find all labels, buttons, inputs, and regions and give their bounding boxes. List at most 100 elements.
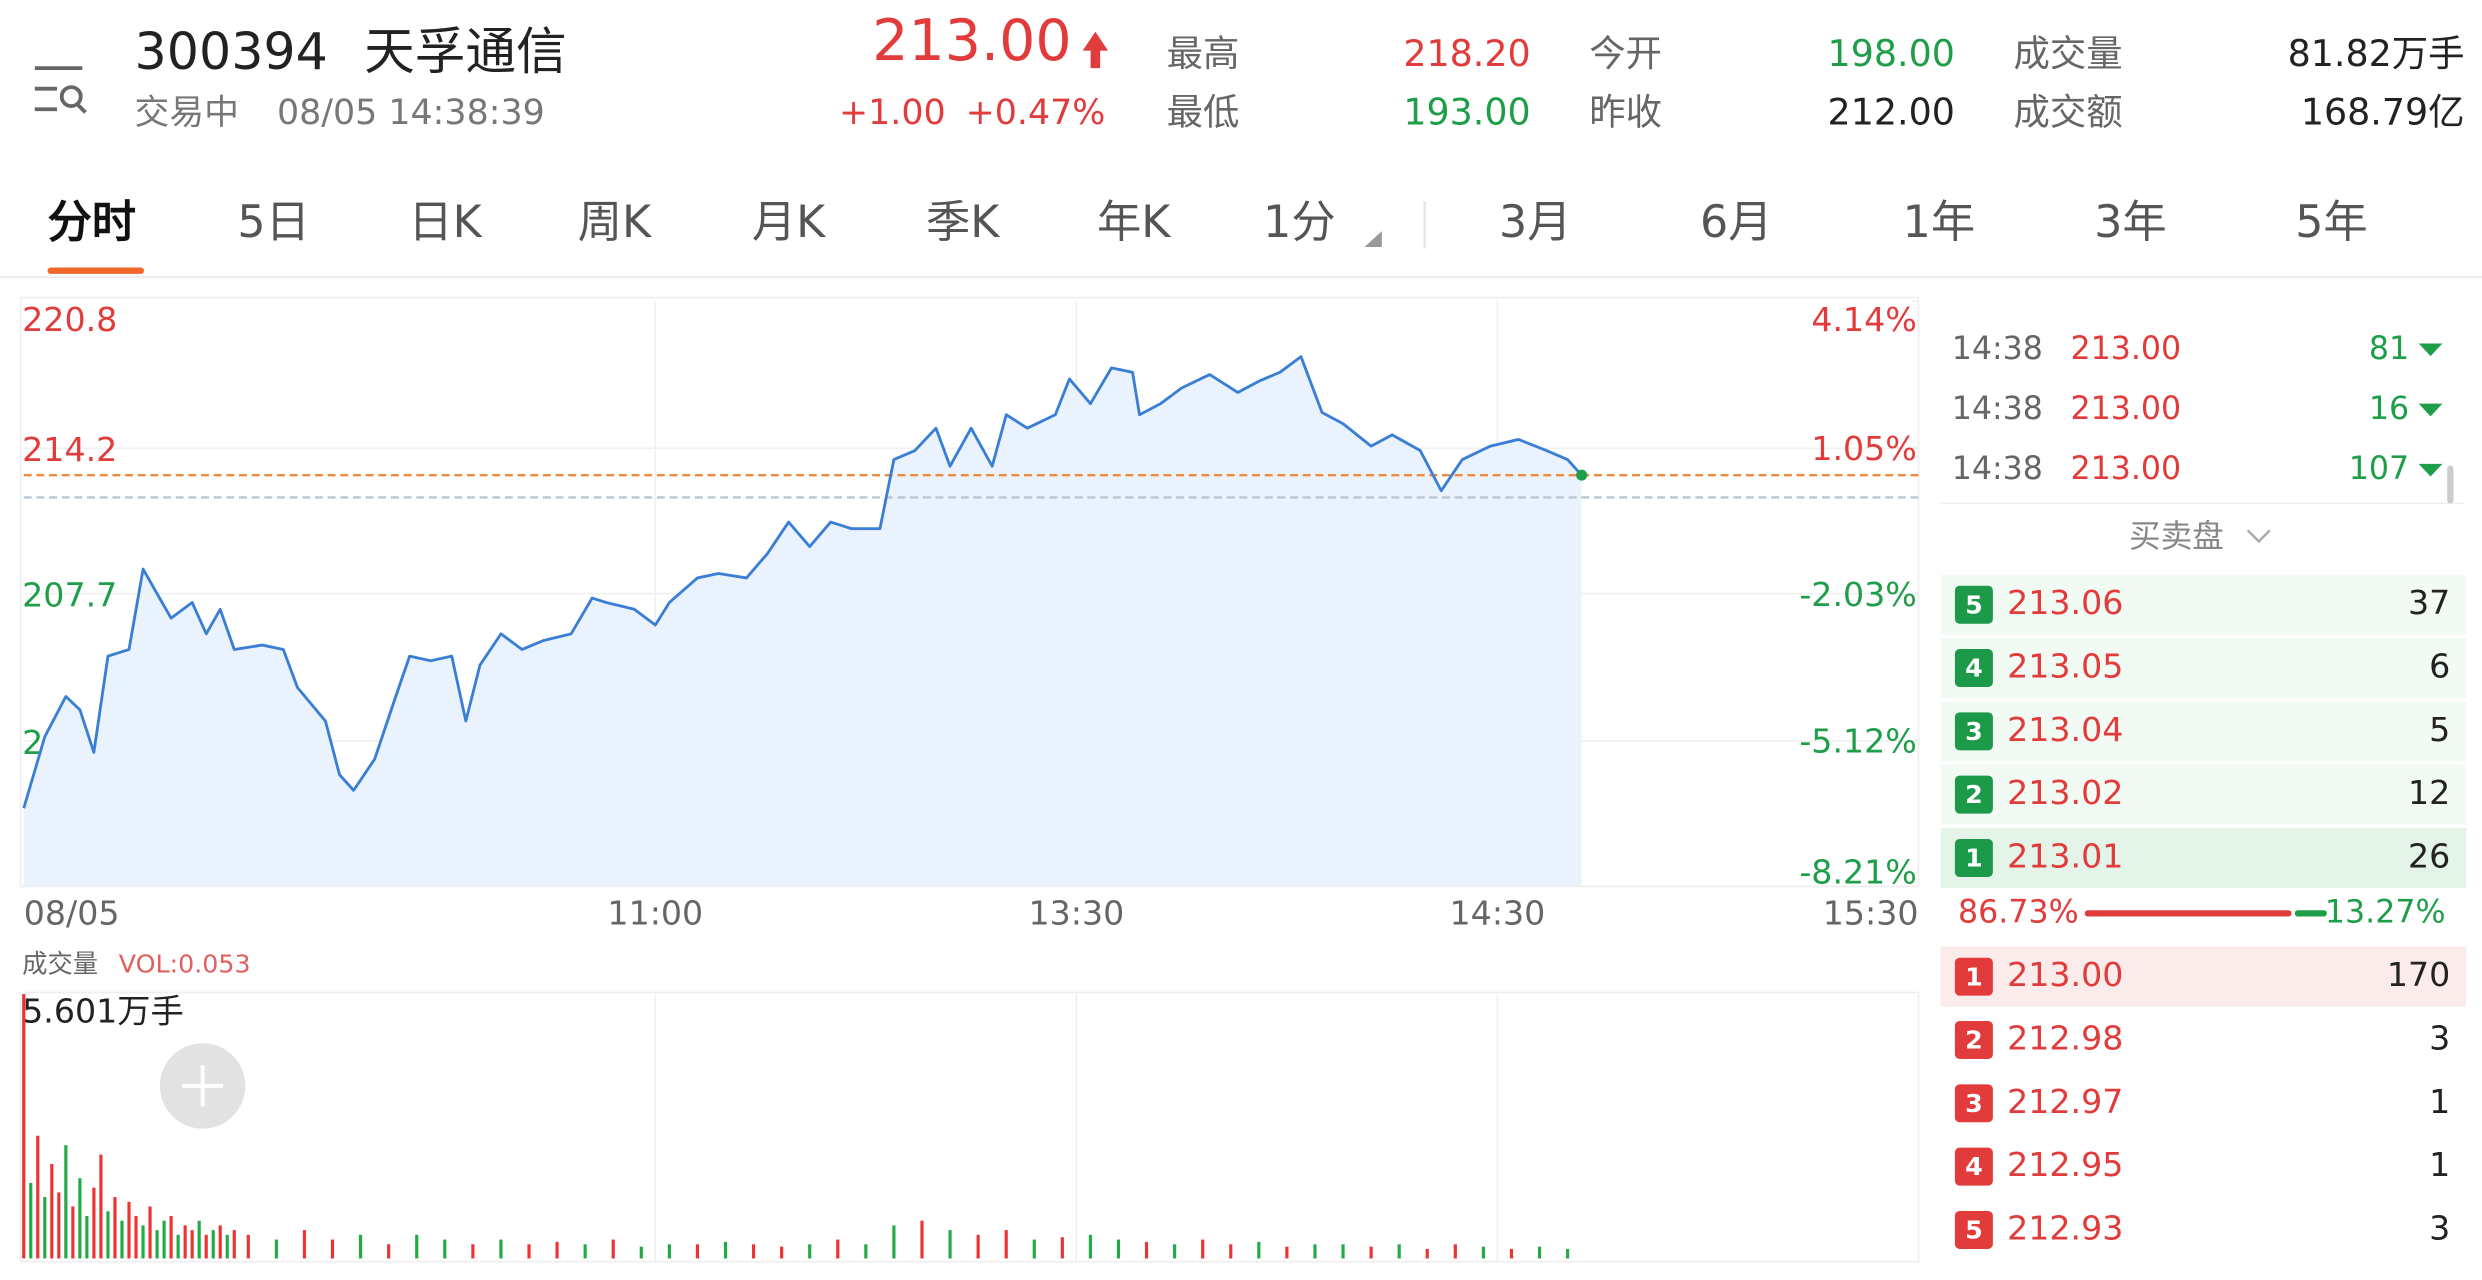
stat-label: 最高: [1167, 32, 1240, 75]
volume-bar: [92, 1187, 96, 1259]
volume-bar: [387, 1244, 391, 1259]
book-row: [1940, 1136, 2467, 1197]
change: +1.00: [839, 93, 946, 133]
volume-bar: [1201, 1239, 1205, 1259]
volume-bar: [780, 1246, 784, 1259]
volume-bar: [1453, 1244, 1457, 1259]
level: 3: [1965, 716, 1983, 746]
level: 1: [1965, 961, 1983, 991]
x-tick-label: 14:30: [1450, 893, 1546, 932]
book-row: [1940, 637, 2467, 699]
stat-value: 81.82万手: [2288, 32, 2465, 75]
menu-icon[interactable]: [34, 66, 87, 114]
last-point: [1576, 469, 1588, 481]
tab[interactable]: 5日: [237, 197, 310, 248]
tab[interactable]: 6月: [1700, 197, 1773, 248]
level: 2: [1965, 779, 1983, 809]
volume-bar: [85, 1215, 89, 1259]
volume-bar: [639, 1246, 643, 1259]
stat-label: 昨收: [1589, 90, 1662, 133]
stat-value: 168.79亿: [2301, 90, 2465, 133]
volume-bar: [113, 1197, 117, 1259]
y-tick-label: 5.601万手: [22, 992, 184, 1031]
stat-label: 今开: [1589, 32, 1662, 75]
volume-bar: [190, 1230, 194, 1259]
book-volume: 6: [2429, 647, 2450, 686]
volume-bar: [22, 994, 26, 1259]
level: 4: [1965, 1151, 1983, 1181]
down-triangle: [2418, 403, 2443, 417]
book-toggle[interactable]: 买卖盘: [2129, 519, 2224, 555]
volume-bar: [29, 1182, 33, 1259]
volume-bar: [127, 1201, 131, 1259]
book-volume: 3: [2429, 1208, 2450, 1247]
book-row: [1940, 1199, 2467, 1261]
tab[interactable]: 3年: [2094, 197, 2167, 248]
book-row: [1940, 1009, 2467, 1071]
down-triangle: [2418, 463, 2443, 477]
volume-bar: [169, 1215, 173, 1259]
volume-bar: [43, 1197, 47, 1259]
volume-bar: [211, 1230, 215, 1259]
volume-bar: [359, 1234, 363, 1259]
tab[interactable]: 分时: [47, 197, 136, 248]
volume-bar: [1032, 1239, 1036, 1259]
y-tick-label: 220.8: [22, 300, 117, 339]
volume-bar: [50, 1164, 54, 1259]
tab[interactable]: 1分: [1263, 197, 1336, 248]
trade-time: 14:38: [1952, 451, 2043, 487]
volume-bar: [274, 1239, 278, 1259]
tab[interactable]: 3月: [1499, 197, 1572, 248]
level: 4: [1965, 653, 1983, 683]
volume-bar: [120, 1220, 124, 1259]
add-button[interactable]: [159, 1043, 246, 1129]
trade-price: 213.00: [2070, 391, 2181, 427]
volume-bar: [302, 1230, 307, 1259]
volume-bar: [141, 1225, 145, 1259]
ratio-bar: [2084, 910, 2292, 917]
down-triangle: [2418, 343, 2443, 357]
book-price: 212.98: [2007, 1019, 2123, 1058]
book-volume: 5: [2429, 710, 2450, 749]
volume-bar: [892, 1225, 896, 1259]
trade-price: 213.00: [2070, 451, 2181, 487]
tab[interactable]: 月K: [752, 197, 826, 248]
stat-label: 成交量: [2013, 32, 2122, 75]
book-volume: 26: [2408, 836, 2450, 875]
level: 2: [1965, 1025, 1983, 1055]
price-area: [23, 356, 1582, 887]
tab[interactable]: 季K: [926, 197, 1000, 248]
tab[interactable]: 日K: [408, 197, 482, 248]
volume-bar: [1341, 1244, 1345, 1259]
volume-bar: [808, 1244, 812, 1259]
up-arrow: [1082, 31, 1109, 69]
book-row: [1940, 827, 2467, 889]
volume-bar: [1481, 1246, 1485, 1259]
level-badge: [1954, 1147, 1993, 1186]
volume-bar: [695, 1244, 700, 1259]
volume-bar: [330, 1239, 335, 1259]
tab[interactable]: 5年: [2295, 197, 2368, 248]
x-tick-label: 08/05: [24, 893, 120, 932]
volume-bar: [1285, 1246, 1289, 1259]
tab[interactable]: 年K: [1097, 197, 1171, 248]
volume-bar: [176, 1234, 180, 1259]
volume-bar: [1566, 1249, 1570, 1259]
level-badge: [1954, 1084, 1993, 1123]
volume-bar: [148, 1206, 152, 1259]
volume-bar: [443, 1239, 447, 1259]
volume-bar: [471, 1244, 475, 1259]
volume-bar: [57, 1192, 61, 1259]
volume-bar: [555, 1241, 559, 1259]
x-tick-label: 13:30: [1028, 893, 1124, 932]
book-volume: 3: [2429, 1019, 2450, 1058]
stat-value: 193.00: [1403, 90, 1530, 133]
volume-bar: [99, 1154, 103, 1259]
volume-bar: [499, 1239, 503, 1259]
volume-bar: [976, 1234, 980, 1259]
change-pct: +0.47%: [966, 93, 1106, 133]
volume-bar: [64, 1145, 68, 1259]
volume-bar: [197, 1220, 201, 1259]
tab[interactable]: 周K: [578, 197, 652, 248]
tab[interactable]: 1年: [1903, 197, 1976, 248]
